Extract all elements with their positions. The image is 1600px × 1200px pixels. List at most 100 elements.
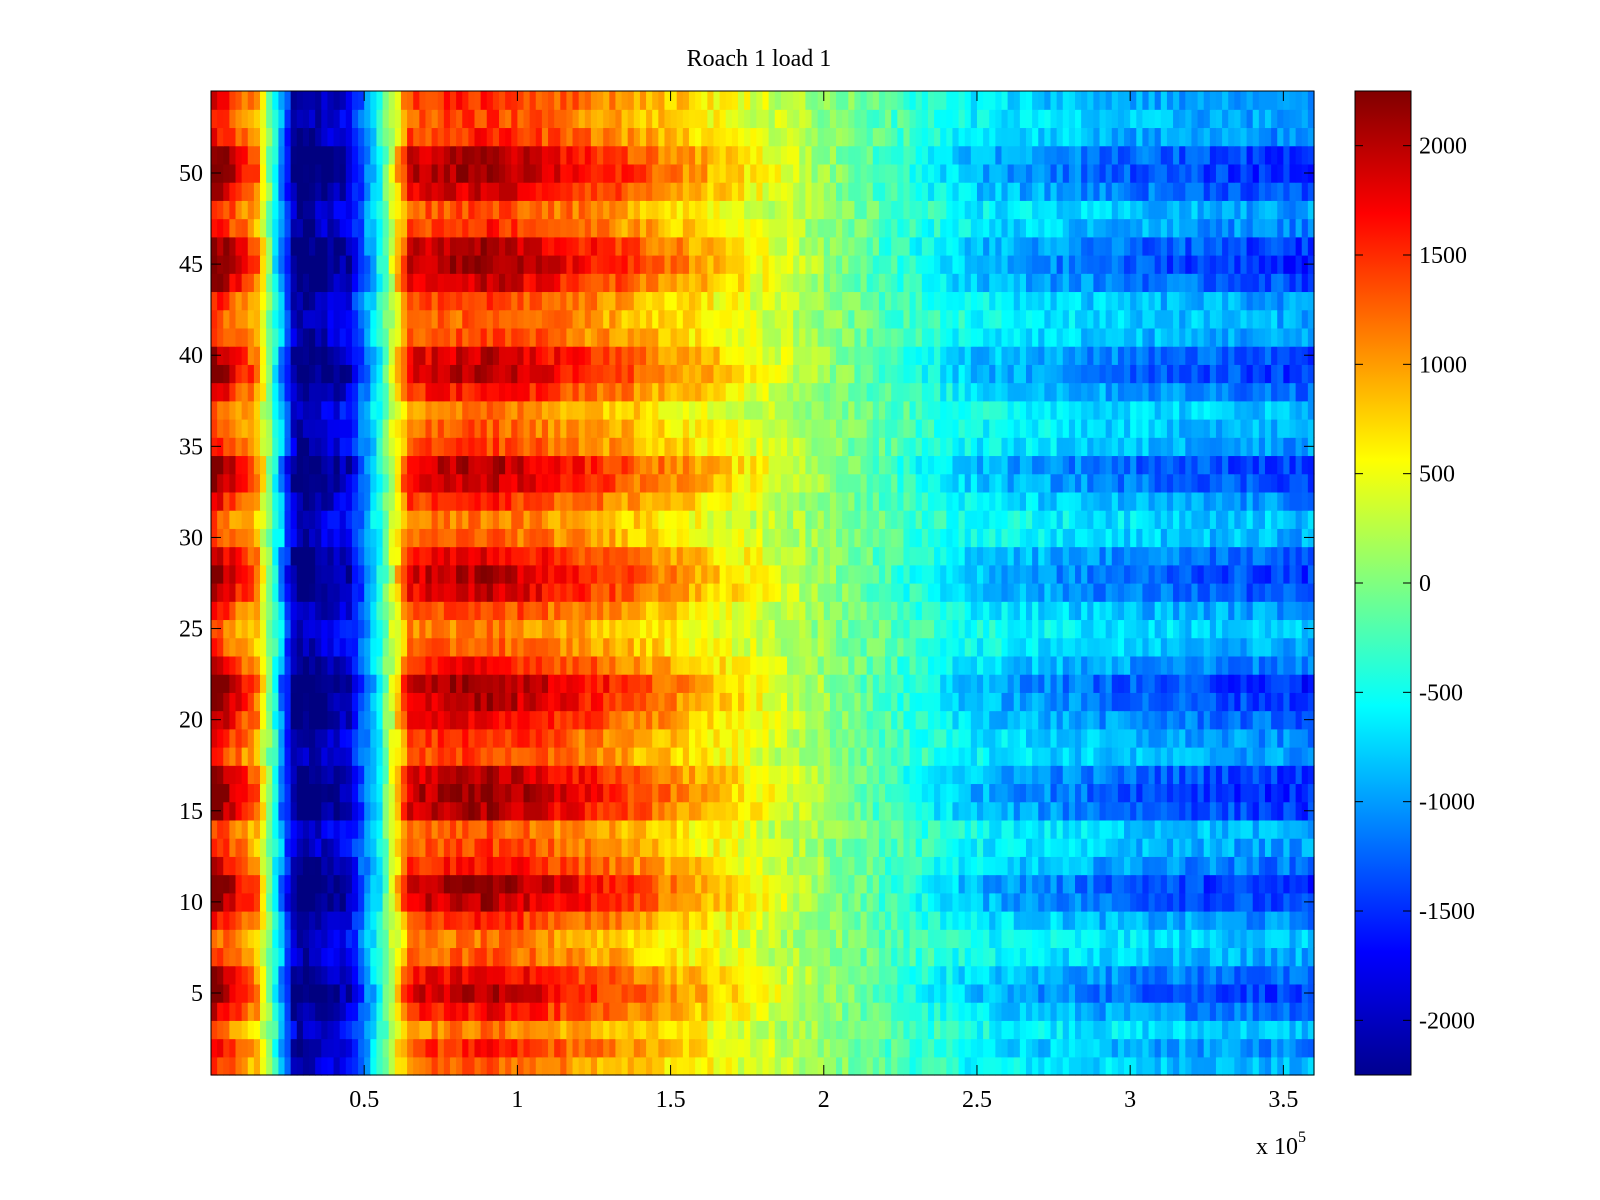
heatmap-cell — [915, 583, 923, 602]
heatmap-cell — [217, 856, 224, 876]
heatmap-cell — [211, 564, 218, 584]
heatmap-cell — [793, 1002, 800, 1021]
heatmap-cell — [1185, 911, 1193, 930]
heatmap-cell — [358, 1038, 365, 1058]
heatmap-cell — [1056, 1002, 1064, 1021]
heatmap-cell — [278, 1038, 286, 1058]
heatmap-cell — [891, 819, 898, 839]
heatmap-cell — [713, 892, 721, 912]
heatmap-cell — [529, 911, 537, 930]
heatmap-cell — [321, 838, 329, 857]
heatmap-cell — [1093, 983, 1101, 1003]
heatmap-cell — [597, 619, 604, 639]
heatmap-cell — [609, 637, 617, 657]
heatmap-cell — [315, 710, 322, 730]
heatmap-cell — [1301, 692, 1309, 712]
heatmap-cell — [1203, 747, 1211, 766]
heatmap-cell — [1001, 655, 1009, 675]
heatmap-cell — [664, 801, 672, 821]
heatmap-cell — [1277, 892, 1284, 912]
heatmap-cell — [995, 674, 1003, 693]
heatmap-cell — [646, 583, 653, 602]
heatmap-cell — [1013, 747, 1021, 766]
heatmap-cell — [725, 1020, 733, 1040]
heatmap-cell — [400, 710, 408, 730]
heatmap-cell — [885, 728, 892, 748]
heatmap-cell — [621, 564, 629, 584]
heatmap-cell — [976, 874, 984, 894]
heatmap-cell — [327, 1020, 335, 1040]
heatmap-cell — [376, 619, 384, 639]
heatmap-cell — [799, 838, 806, 857]
heatmap-cell — [1111, 965, 1119, 985]
heatmap-cell — [400, 692, 408, 712]
heatmap-cell — [1038, 1020, 1045, 1040]
heatmap-cell — [247, 819, 255, 839]
heatmap-cell — [1001, 601, 1009, 621]
heatmap-cell — [1277, 747, 1284, 766]
heatmap-cell — [615, 783, 623, 803]
heatmap-cell — [609, 1020, 617, 1040]
heatmap-cell — [1179, 674, 1186, 693]
heatmap-cell — [541, 801, 549, 821]
heatmap-cell — [995, 801, 1003, 821]
heatmap-cell — [1301, 1020, 1309, 1040]
heatmap-cell — [750, 947, 757, 967]
heatmap-cell — [780, 765, 788, 785]
heatmap-cell — [903, 728, 911, 748]
heatmap-cell — [572, 819, 580, 839]
heatmap-cell — [915, 674, 923, 693]
heatmap-cell — [646, 874, 653, 894]
heatmap-cell — [1007, 1038, 1015, 1058]
heatmap-cell — [958, 1020, 966, 1040]
heatmap-cell — [891, 801, 898, 821]
heatmap-cell — [1117, 1056, 1125, 1076]
heatmap-cell — [1283, 710, 1291, 730]
heatmap-cell — [731, 874, 739, 894]
heatmap-cell — [523, 783, 531, 803]
heatmap-cell — [1068, 1002, 1076, 1021]
heatmap-cell — [1117, 783, 1125, 803]
heatmap-cell — [1111, 819, 1119, 839]
heatmap-cell — [1038, 637, 1045, 657]
heatmap-cell — [431, 983, 439, 1003]
heatmap-cell — [425, 783, 433, 803]
heatmap-cell — [811, 856, 819, 876]
heatmap-cell — [425, 1002, 433, 1021]
heatmap-cell — [1240, 1002, 1248, 1021]
heatmap-cell — [1025, 601, 1033, 621]
heatmap-cell — [1075, 765, 1082, 785]
heatmap-cell — [958, 874, 966, 894]
heatmap-cell — [541, 564, 549, 584]
heatmap-cell — [731, 1056, 739, 1076]
heatmap-cell — [597, 819, 604, 839]
heatmap-cell — [309, 710, 316, 730]
heatmap-cell — [1160, 747, 1168, 766]
heatmap-cell — [609, 1002, 617, 1021]
heatmap-cell — [1289, 728, 1297, 748]
heatmap-cell — [652, 838, 659, 857]
heatmap-cell — [499, 655, 506, 675]
heatmap-cell — [1209, 1056, 1217, 1076]
heatmap-cell — [1093, 965, 1101, 985]
heatmap-cell — [719, 655, 727, 675]
heatmap-cell — [695, 1038, 702, 1058]
heatmap-cell — [419, 838, 427, 857]
heatmap-cell — [1307, 1056, 1315, 1076]
heatmap-cell — [1148, 583, 1156, 602]
heatmap-cell — [976, 1002, 984, 1021]
heatmap-cell — [1136, 838, 1144, 857]
heatmap-cell — [921, 564, 929, 584]
heatmap-cell — [1068, 747, 1076, 766]
heatmap-cell — [823, 1002, 831, 1021]
heatmap-cell — [780, 1056, 788, 1076]
heatmap-cell — [554, 983, 561, 1003]
heatmap-cell — [1301, 765, 1309, 785]
heatmap-cell — [584, 637, 592, 657]
heatmap-cell — [529, 710, 537, 730]
heatmap-cell — [664, 983, 672, 1003]
heatmap-cell — [449, 1056, 457, 1076]
heatmap-cell — [407, 801, 414, 821]
heatmap-cell — [278, 765, 286, 785]
heatmap-cell — [1258, 619, 1266, 639]
